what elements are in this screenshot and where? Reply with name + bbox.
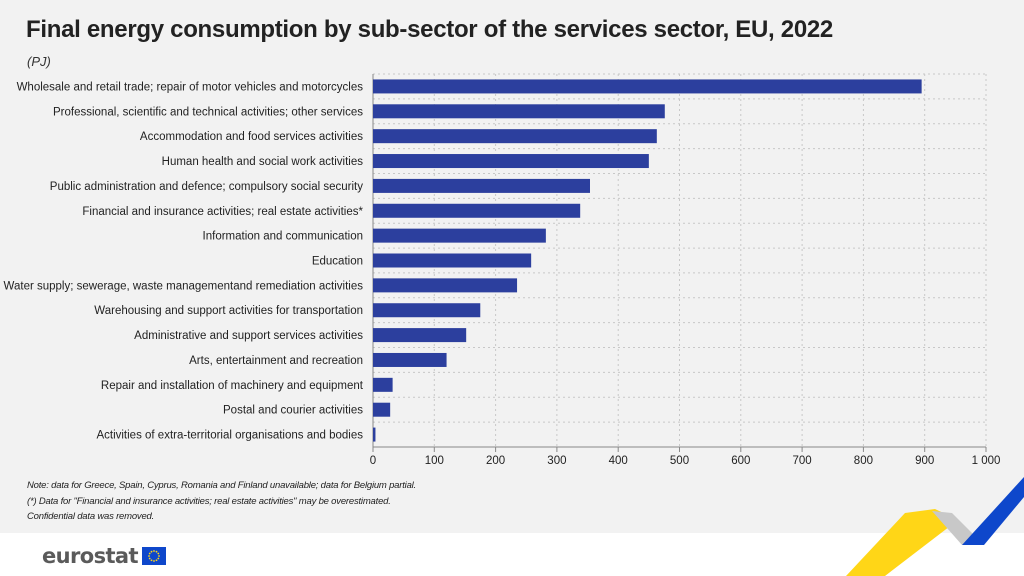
category-label: Professional, scientific and technical a… (53, 106, 363, 118)
bar (373, 352, 447, 367)
x-tick-label: 0 (370, 455, 376, 467)
category-label: Repair and installation of machinery and… (101, 380, 364, 392)
bar (373, 402, 391, 417)
category-label: Human health and social work activities (162, 156, 364, 168)
bar (373, 129, 657, 144)
bar (373, 328, 467, 343)
category-label: Postal and courier activities (223, 405, 363, 417)
bar (373, 377, 393, 392)
category-label: Information and communication (203, 231, 363, 243)
x-tick-label: 400 (609, 455, 628, 467)
eu-flag-icon (141, 547, 166, 565)
bar (373, 178, 591, 193)
bar (373, 79, 922, 94)
category-label: Activities of extra-territorial organisa… (96, 430, 363, 442)
category-label: Financial and insurance activities; real… (82, 206, 363, 218)
bar (373, 228, 546, 243)
bar (373, 253, 532, 268)
eurostat-logo: eurostat (42, 544, 166, 568)
category-label: Administrative and support services acti… (134, 330, 363, 342)
x-tick-label: 500 (670, 455, 689, 467)
category-label: Accommodation and food services activiti… (140, 131, 363, 143)
category-label: Water supply; sewerage, waste management… (4, 280, 364, 292)
category-label: Public administration and defence; compu… (50, 181, 363, 193)
chart-notes: Note: data for Greece, Spain, Cyprus, Ro… (27, 478, 416, 525)
bar (373, 203, 581, 218)
bar-chart: Wholesale and retail trade; repair of mo… (4, 73, 1001, 467)
x-tick-label: 300 (547, 455, 566, 467)
unit-label: (PJ) (27, 54, 51, 69)
x-tick-label: 100 (425, 455, 444, 467)
note-availability: Note: data for Greece, Spain, Cyprus, Ro… (27, 480, 416, 491)
x-tick-label: 200 (486, 455, 505, 467)
logo-text: eurostat (42, 544, 139, 568)
bar (373, 278, 518, 293)
x-tick-label: 1 000 (972, 455, 1001, 467)
bar (373, 154, 649, 169)
bar (373, 303, 481, 318)
x-tick-label: 600 (731, 455, 750, 467)
category-label: Education (312, 256, 363, 268)
note-confidential: Confidential data was removed. (27, 511, 155, 522)
x-tick-label: 900 (915, 455, 934, 467)
bar (373, 104, 665, 119)
note-overestimate: (*) Data for "Financial and insurance ac… (27, 495, 391, 507)
x-tick-label: 700 (793, 455, 812, 467)
bar (373, 427, 376, 442)
chart-title: Final energy consumption by sub-sector o… (26, 16, 833, 43)
category-label: Arts, entertainment and recreation (189, 355, 363, 367)
category-label: Warehousing and support activities for t… (94, 305, 363, 317)
x-tick-label: 800 (854, 455, 873, 467)
category-label: Wholesale and retail trade; repair of mo… (17, 81, 364, 93)
